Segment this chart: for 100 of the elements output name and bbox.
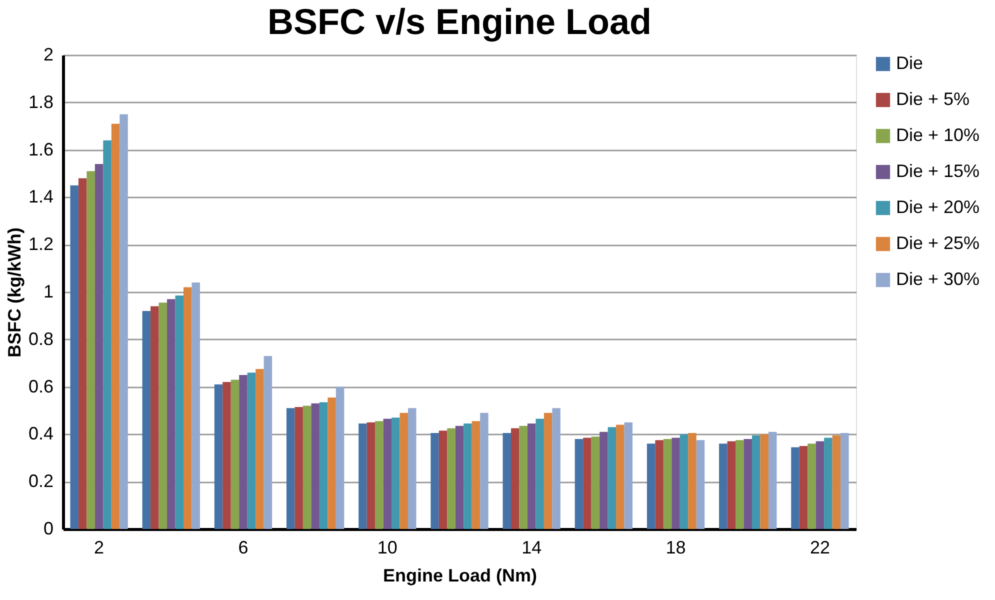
bar — [175, 296, 184, 529]
y-tick-label: 2 — [43, 44, 54, 64]
legend-label: Die + 10% — [896, 125, 980, 145]
bar — [464, 424, 472, 529]
legend-label: Die + 5% — [896, 89, 970, 109]
bar — [736, 440, 744, 529]
bar — [400, 412, 408, 529]
x-tick-label: 18 — [666, 538, 686, 558]
bar — [655, 440, 664, 529]
bar — [375, 421, 384, 529]
bar — [808, 444, 816, 529]
bar — [527, 424, 536, 529]
bar — [832, 435, 841, 529]
bar — [302, 406, 312, 529]
bar — [719, 444, 728, 529]
y-tick-label: 1.4 — [28, 186, 54, 207]
bar — [591, 436, 600, 529]
bar — [222, 382, 231, 529]
bar — [94, 164, 104, 529]
bar — [214, 384, 223, 529]
bar — [536, 418, 544, 529]
y-tick-label: 1.2 — [28, 234, 54, 254]
y-tick-label: 0.8 — [28, 328, 54, 349]
y-tick-label: 0 — [43, 518, 54, 538]
bar — [358, 424, 367, 529]
bar — [600, 432, 608, 529]
bar — [447, 428, 456, 529]
bar — [192, 282, 200, 529]
bar — [319, 402, 328, 529]
bar — [455, 426, 464, 529]
bar — [768, 432, 777, 529]
legend-label: Die + 15% — [896, 161, 980, 181]
bar — [672, 438, 680, 529]
bar — [480, 412, 488, 529]
x-tick-label: 2 — [94, 538, 104, 558]
bar — [544, 412, 552, 529]
bar — [70, 185, 78, 529]
bar — [472, 421, 480, 529]
bar — [256, 369, 264, 529]
legend-label: Die + 30% — [896, 269, 980, 289]
bar — [366, 422, 376, 529]
bar — [752, 435, 760, 529]
bar — [383, 418, 392, 529]
y-axis-title: BSFC (kg/kWh) — [4, 228, 24, 358]
bar — [791, 447, 800, 529]
bar — [552, 408, 560, 529]
y-tick-label: 0.2 — [28, 471, 54, 492]
bar — [111, 124, 120, 529]
bar — [616, 424, 624, 529]
bar — [608, 427, 616, 529]
bar — [328, 397, 336, 529]
chart-title: BSFC v/s Engine Load — [267, 1, 652, 42]
y-tick-label: 1 — [43, 282, 54, 302]
bar — [247, 372, 256, 529]
x-tick-label: 22 — [810, 538, 830, 558]
bar — [799, 446, 808, 529]
bar — [574, 438, 584, 529]
bar — [392, 418, 400, 529]
bar — [727, 441, 736, 529]
bar — [103, 140, 112, 529]
bar — [583, 438, 592, 529]
bar — [120, 114, 128, 529]
bar — [680, 434, 688, 529]
y-tick-label: 0.4 — [28, 424, 54, 444]
bar — [78, 178, 87, 529]
bar — [239, 374, 248, 529]
bar — [816, 441, 824, 529]
x-tick-label: 10 — [377, 538, 398, 558]
bar — [150, 306, 159, 529]
bar — [408, 408, 416, 529]
bar — [760, 434, 768, 529]
bar — [510, 428, 520, 529]
bar — [430, 433, 439, 529]
bar — [696, 440, 705, 529]
bar — [519, 426, 528, 529]
legend-label: Die + 20% — [896, 197, 980, 217]
y-tick-label: 1.8 — [28, 92, 54, 112]
bar — [286, 408, 295, 529]
bar — [824, 438, 832, 529]
bar — [294, 406, 303, 529]
y-tick-label: 0.6 — [28, 376, 54, 396]
bar — [158, 302, 168, 529]
bar — [744, 438, 752, 529]
bar — [264, 356, 272, 529]
bar — [230, 380, 240, 529]
x-tick-label: 14 — [522, 538, 542, 558]
bar — [167, 299, 176, 529]
bar — [336, 386, 344, 529]
x-tick-label: 6 — [238, 538, 248, 558]
bar — [840, 433, 849, 529]
bar — [502, 433, 511, 529]
bar — [663, 438, 672, 529]
bar — [311, 403, 320, 529]
bar — [142, 310, 151, 529]
y-tick-label: 1.6 — [28, 139, 54, 160]
bar — [688, 433, 696, 529]
bar — [438, 430, 448, 529]
legend-label: Die — [896, 53, 924, 73]
x-axis-title: Engine Load (Nm) — [383, 566, 537, 586]
bar — [624, 422, 633, 529]
